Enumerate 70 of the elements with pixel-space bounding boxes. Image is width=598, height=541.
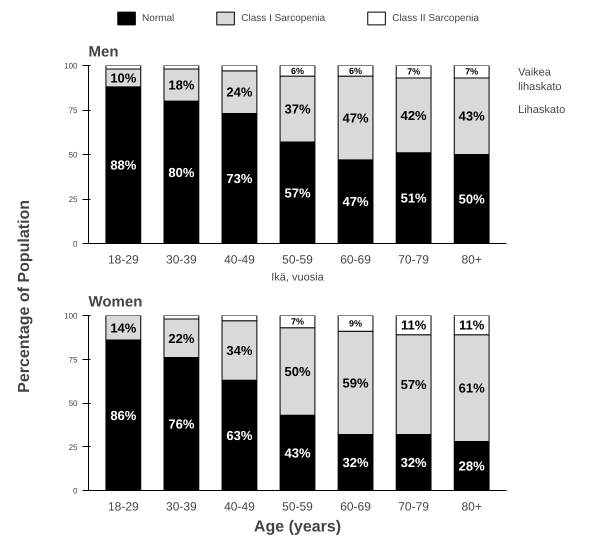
x-tick-label: 70-79	[398, 252, 430, 266]
y-tick-label: 100	[64, 62, 78, 70]
legend-label: Class I Sarcopenia	[241, 12, 326, 24]
data-label: 57%	[400, 377, 428, 392]
data-label: 43%	[284, 445, 311, 460]
data-label: 11%	[459, 318, 485, 333]
y-tick-label: 50	[68, 150, 78, 160]
data-label: 18%	[168, 78, 195, 93]
data-label: 51%	[400, 190, 428, 206]
y-tick-label: 0	[73, 486, 78, 496]
x-tick-label: 60-69	[340, 500, 372, 514]
data-label: 37%	[284, 102, 311, 117]
data-label: 28%	[458, 458, 486, 474]
data-label: 9%	[349, 318, 362, 328]
x-tick-label: 50-59	[282, 252, 314, 266]
data-label: 34%	[226, 343, 253, 358]
data-label: 76%	[168, 416, 195, 432]
y-tick-label: 75	[68, 106, 78, 115]
x-tick-label: 30-39	[166, 252, 198, 266]
data-label: 43%	[458, 108, 486, 124]
y-axis-title: Percentage of Population	[16, 200, 33, 393]
data-label: 7%	[290, 316, 304, 327]
y-tick-label: 50	[68, 399, 78, 408]
data-label: 32%	[342, 455, 370, 470]
x-tick-label: 60-69	[340, 252, 372, 266]
data-label: 59%	[342, 375, 370, 390]
data-label: 7%	[465, 66, 478, 77]
data-label: 47%	[342, 110, 370, 126]
x-tick-label: 30-39	[166, 500, 198, 514]
text: Vaikea lihaskato	[518, 66, 562, 93]
data-label: 57%	[284, 185, 311, 200]
data-label: 88%	[110, 158, 137, 173]
y-tick-label: 100	[64, 312, 78, 320]
data-label: 7%	[407, 66, 420, 77]
data-label: 80%	[168, 164, 195, 180]
data-label: 14%	[110, 320, 137, 336]
data-label: 10%	[110, 70, 137, 86]
y-tick-label: 0	[73, 240, 78, 248]
data-label: 22%	[168, 330, 195, 346]
y-tick-label: 25	[68, 442, 78, 452]
data-label: 32%	[400, 455, 428, 470]
data-label: 6%	[290, 66, 304, 76]
data-label: 42%	[400, 108, 428, 123]
text: Lihaskato	[518, 104, 566, 116]
data-label: 61%	[458, 380, 486, 396]
y-tick-label: 25	[68, 195, 78, 204]
x-tick-label: 80+	[461, 252, 482, 266]
data-label: 50%	[458, 192, 486, 206]
data-label: 6%	[349, 66, 362, 76]
y-tick-label: 75	[68, 355, 78, 364]
legend-label: Class II Sarcopenia	[392, 12, 479, 24]
data-label: 47%	[342, 194, 370, 210]
x-tick-label: 80+	[461, 500, 482, 514]
legend-label: Normal	[142, 12, 174, 24]
x-tick-label: 50-59	[282, 500, 314, 514]
x-tick-label: 18-29	[108, 500, 140, 514]
text: Ikä, vuosia	[271, 272, 325, 284]
data-label: 86%	[110, 408, 137, 423]
chart-title: Women	[88, 294, 142, 310]
x-axis-title: Age (years)	[254, 518, 342, 536]
x-tick-label: 40-49	[224, 500, 256, 514]
data-label: 73%	[226, 171, 253, 186]
x-tick-label: 70-79	[398, 500, 430, 514]
data-label: 50%	[284, 364, 311, 379]
x-tick-label: 18-29	[108, 252, 140, 266]
data-label: 11%	[400, 318, 427, 333]
data-label: 24%	[226, 84, 253, 100]
chart-title: Men	[88, 44, 118, 60]
x-tick-label: 40-49	[224, 252, 256, 266]
data-label: 63%	[226, 428, 253, 443]
